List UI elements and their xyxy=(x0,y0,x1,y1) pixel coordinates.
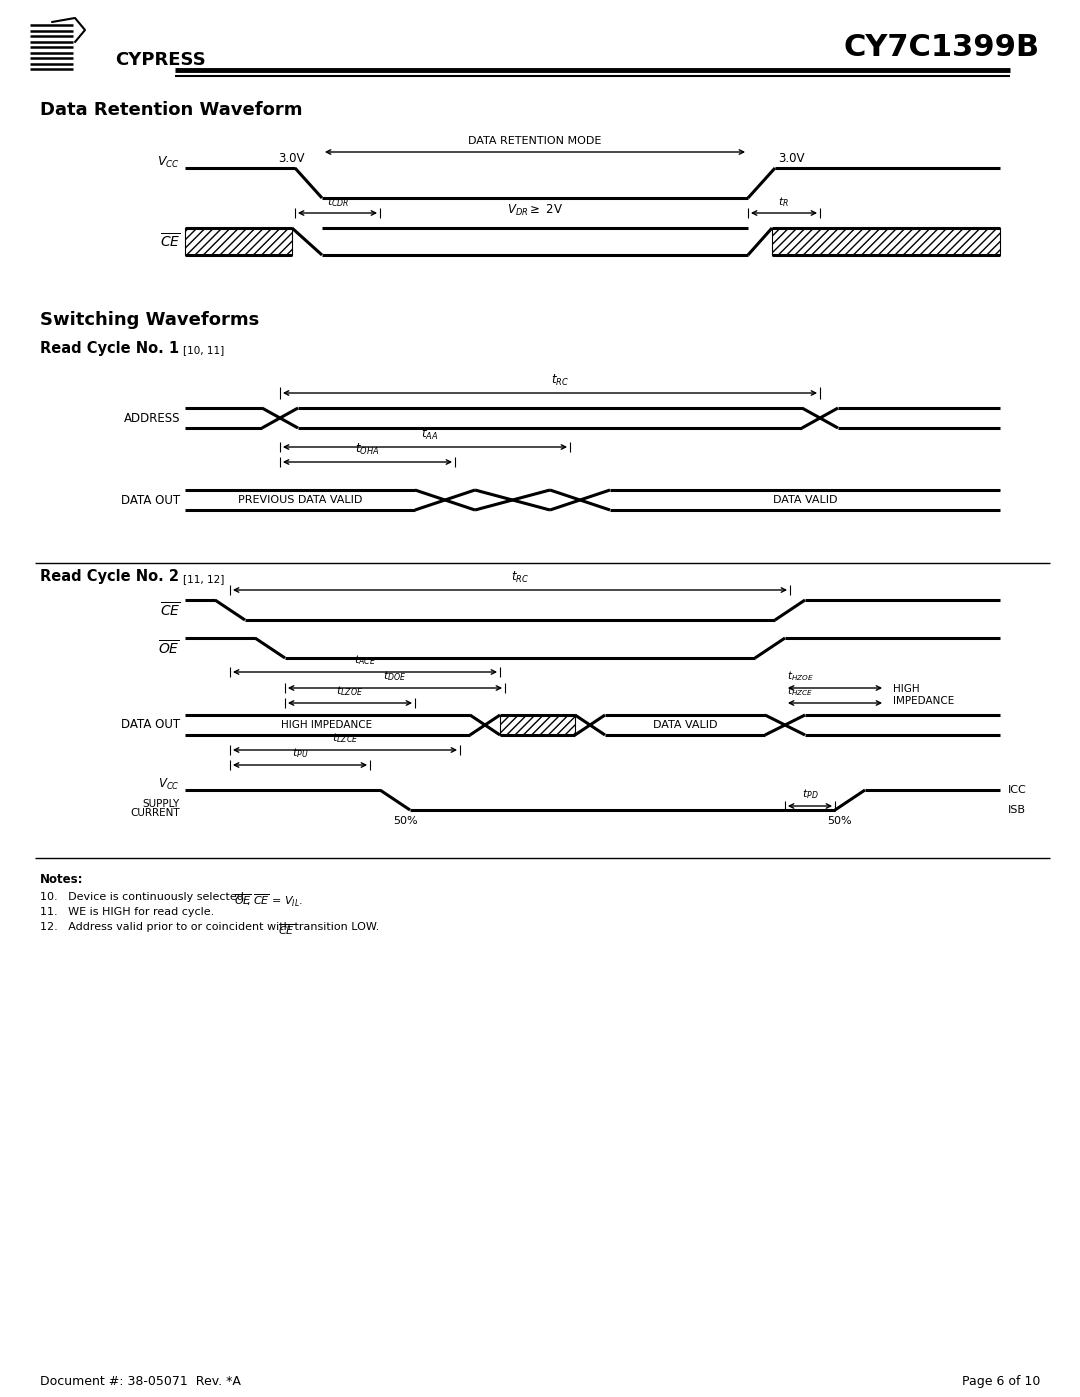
Text: DATA VALID: DATA VALID xyxy=(773,495,837,504)
Text: ISB: ISB xyxy=(1008,805,1026,814)
Text: $V_{DR}\geq$ 2V: $V_{DR}\geq$ 2V xyxy=(507,203,563,218)
Text: $t_{CDR}$: $t_{CDR}$ xyxy=(327,196,349,210)
Text: $t_{PD}$: $t_{PD}$ xyxy=(801,787,819,800)
Text: [11, 12]: [11, 12] xyxy=(183,574,225,584)
Text: 12.   Address valid prior to or coincident with: 12. Address valid prior to or coincident… xyxy=(40,922,294,932)
Text: , $\overline{CE}$ = $V_{IL}$.: , $\overline{CE}$ = $V_{IL}$. xyxy=(246,893,303,908)
Text: CURRENT: CURRENT xyxy=(131,807,180,819)
Text: Read Cycle No. 2: Read Cycle No. 2 xyxy=(40,570,179,584)
Text: DATA RETENTION MODE: DATA RETENTION MODE xyxy=(469,136,602,147)
Text: $V_{CC}$: $V_{CC}$ xyxy=(159,777,180,792)
Text: Document #: 38-05071  Rev. *A: Document #: 38-05071 Rev. *A xyxy=(40,1375,241,1389)
Text: Notes:: Notes: xyxy=(40,873,83,886)
Text: $t_R$: $t_R$ xyxy=(779,196,789,210)
Text: DATA VALID: DATA VALID xyxy=(652,719,717,731)
Text: 50%: 50% xyxy=(827,816,852,826)
Text: DATA OUT: DATA OUT xyxy=(121,718,180,732)
Text: 50%: 50% xyxy=(393,816,417,826)
Text: $V_{CC}$: $V_{CC}$ xyxy=(158,155,180,170)
Text: transition LOW.: transition LOW. xyxy=(291,922,379,932)
Text: 3.0V: 3.0V xyxy=(778,152,805,165)
Text: $t_{AA}$: $t_{AA}$ xyxy=(421,427,438,441)
Text: $t_{LZOE}$: $t_{LZOE}$ xyxy=(337,685,364,698)
Text: $t_{ACE}$: $t_{ACE}$ xyxy=(354,654,376,666)
Text: ADDRESS: ADDRESS xyxy=(123,412,180,425)
Text: $t_{LZCE}$: $t_{LZCE}$ xyxy=(332,731,359,745)
Text: 11.   WE is HIGH for read cycle.: 11. WE is HIGH for read cycle. xyxy=(40,907,214,916)
Text: $t_{DOE}$: $t_{DOE}$ xyxy=(383,669,407,683)
Text: $\overline{CE}$: $\overline{CE}$ xyxy=(160,232,180,250)
Text: PREVIOUS DATA VALID: PREVIOUS DATA VALID xyxy=(238,495,362,504)
Text: $t_{HZCE}$: $t_{HZCE}$ xyxy=(787,685,813,698)
Text: ICC: ICC xyxy=(1008,785,1027,795)
Text: SUPPLY: SUPPLY xyxy=(143,799,180,809)
Text: HIGH IMPEDANCE: HIGH IMPEDANCE xyxy=(282,719,373,731)
Text: $\overline{OE}$: $\overline{OE}$ xyxy=(234,893,252,907)
Text: Read Cycle No. 1: Read Cycle No. 1 xyxy=(40,341,179,355)
Text: $\overline{CE}$: $\overline{CE}$ xyxy=(278,922,295,936)
Text: Switching Waveforms: Switching Waveforms xyxy=(40,312,259,330)
Text: 10.   Device is continuously selected.: 10. Device is continuously selected. xyxy=(40,893,251,902)
Text: $t_{RC}$: $t_{RC}$ xyxy=(511,570,529,585)
Text: $t_{HZOE}$: $t_{HZOE}$ xyxy=(787,669,814,683)
Text: $\overline{OE}$: $\overline{OE}$ xyxy=(159,638,180,657)
Text: Page 6 of 10: Page 6 of 10 xyxy=(961,1375,1040,1389)
Text: DATA OUT: DATA OUT xyxy=(121,493,180,507)
Text: 3.0V: 3.0V xyxy=(279,152,305,165)
Text: $t_{RC}$: $t_{RC}$ xyxy=(551,373,569,388)
Text: $t_{OHA}$: $t_{OHA}$ xyxy=(355,441,379,457)
Text: Data Retention Waveform: Data Retention Waveform xyxy=(40,101,302,119)
Text: CY7C1399B: CY7C1399B xyxy=(843,34,1040,63)
Text: $t_{PU}$: $t_{PU}$ xyxy=(292,746,308,760)
Text: CYPRESS: CYPRESS xyxy=(114,52,206,68)
Text: [10, 11]: [10, 11] xyxy=(183,345,225,355)
Text: $\overline{CE}$: $\overline{CE}$ xyxy=(160,601,180,619)
Text: HIGH
IMPEDANCE: HIGH IMPEDANCE xyxy=(893,685,955,705)
